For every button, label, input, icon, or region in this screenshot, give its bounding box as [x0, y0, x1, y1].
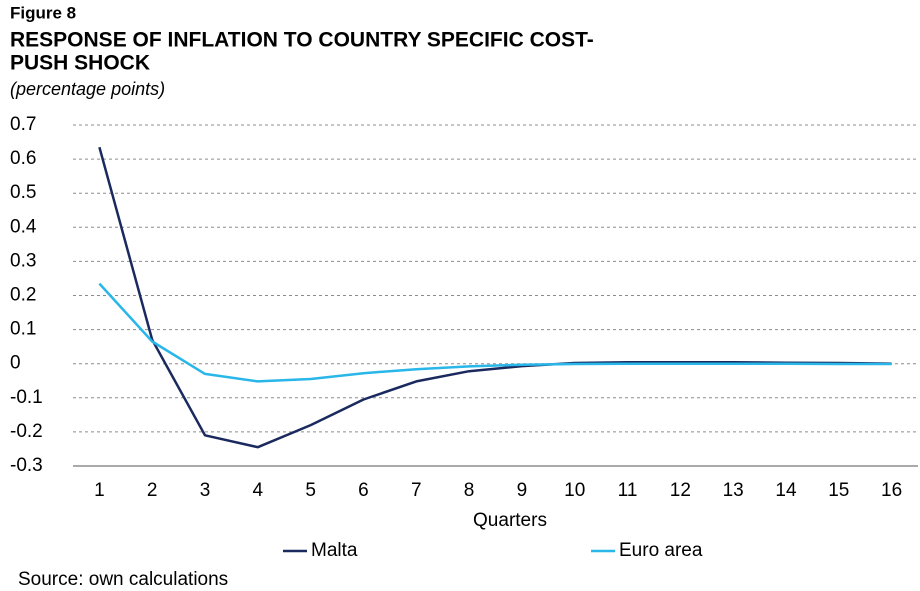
y-tick-label: 0.5: [10, 182, 36, 203]
y-tick-label: 0.3: [10, 250, 36, 271]
x-tick-label: 7: [411, 480, 422, 501]
x-tick-label: 13: [723, 480, 744, 501]
x-tick-label: 3: [200, 480, 211, 501]
x-tick-label: 2: [147, 480, 158, 501]
subtitle: (percentage points): [10, 79, 165, 99]
chart-title: RESPONSE OF INFLATION TO COUNTRY SPECIFI…: [10, 29, 594, 52]
y-tick-label: -0.1: [10, 387, 43, 408]
series-line: [98, 282, 892, 383]
y-tick-label: 0.2: [10, 285, 36, 306]
legend-label: Euro area: [619, 540, 703, 561]
legend-label: Malta: [311, 540, 358, 561]
x-tick-label: 14: [775, 480, 797, 501]
source-note: Source: own calculations: [18, 569, 228, 590]
x-tick-label: 8: [464, 480, 475, 501]
series-line: [98, 146, 892, 449]
x-tick-label: 10: [564, 480, 585, 501]
y-tick-label: 0.6: [10, 148, 36, 169]
figure-label: Figure 8: [10, 3, 76, 22]
x-tick-label: 5: [305, 480, 316, 501]
x-tick-label: 4: [253, 480, 264, 501]
x-tick-label: 12: [670, 480, 691, 501]
y-tick-label: 0: [10, 353, 21, 374]
y-tick-label: -0.3: [10, 455, 43, 476]
y-tick-label: 0.4: [10, 216, 37, 237]
x-tick-label: 6: [358, 480, 369, 501]
x-tick-label: 11: [618, 480, 638, 501]
x-axis-label: Quarters: [473, 510, 547, 531]
x-tick-label: 16: [881, 480, 902, 501]
y-tick-label: -0.2: [10, 421, 43, 442]
x-tick-label: 1: [94, 480, 105, 501]
x-tick-label: 15: [828, 480, 849, 501]
x-tick-label: 9: [517, 480, 528, 501]
y-tick-label: 0.7: [10, 114, 36, 135]
y-tick-label: 0.1: [10, 319, 36, 340]
chart-title: PUSH SHOCK: [10, 52, 150, 75]
